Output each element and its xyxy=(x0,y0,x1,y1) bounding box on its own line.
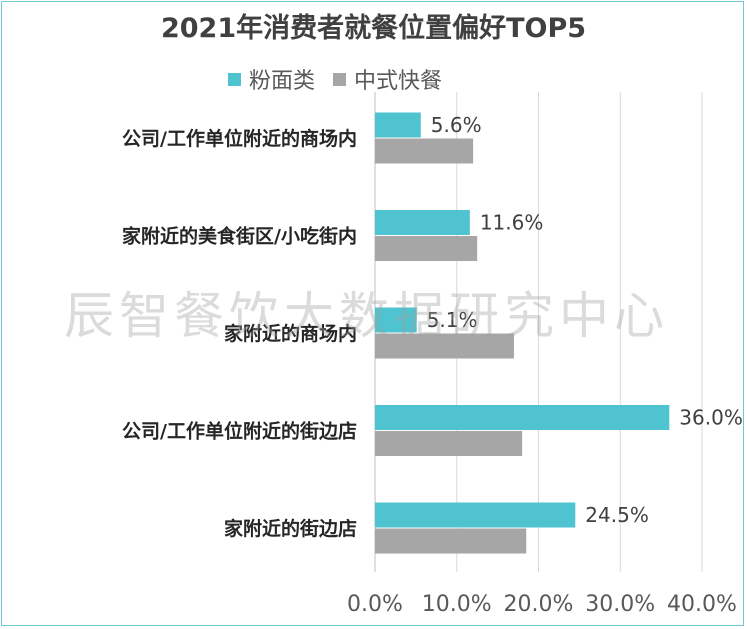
data-label: 36.0% xyxy=(679,406,743,430)
bar-series-1 xyxy=(375,210,470,235)
legend-label-series-2: 中式快餐 xyxy=(354,69,443,94)
bar-series-2 xyxy=(375,236,478,261)
category-label: 家附近的美食街区/小吃街内 xyxy=(122,225,357,248)
bar-series-2 xyxy=(375,138,474,164)
data-label: 5.1% xyxy=(427,308,478,332)
category-label: 公司/工作单位附近的商场内 xyxy=(122,127,357,150)
x-tick-label: 10.0% xyxy=(422,592,492,617)
bar-series-2 xyxy=(375,431,523,456)
data-label: 11.6% xyxy=(480,211,544,235)
chart-title: 2021年消费者就餐位置偏好TOP5 xyxy=(160,13,587,44)
category-label: 家附近的街边店 xyxy=(224,517,357,540)
data-label: 24.5% xyxy=(585,503,649,527)
bar-series-1 xyxy=(375,502,576,528)
category-label: 家附近的商场内 xyxy=(224,322,357,345)
x-tick-label: 0.0% xyxy=(347,592,403,617)
bar-series-1 xyxy=(375,112,421,138)
bar-series-1 xyxy=(375,307,417,333)
legend-label-series-1: 粉面类 xyxy=(249,69,316,94)
data-label: 5.6% xyxy=(431,113,482,137)
legend-item-series-1: 粉面类 xyxy=(228,63,315,95)
bar-series-2 xyxy=(375,333,514,359)
legend-swatch-series-2 xyxy=(333,72,347,86)
legend: 粉面类 中式快餐 xyxy=(228,63,460,95)
x-tick-label: 30.0% xyxy=(585,592,655,617)
legend-swatch-series-1 xyxy=(228,72,241,86)
legend-item-series-2: 中式快餐 xyxy=(333,63,442,95)
category-label: 公司/工作单位附近的街边店 xyxy=(122,420,357,443)
bar-series-1 xyxy=(375,405,670,430)
x-tick-label: 20.0% xyxy=(504,592,574,617)
bar-series-2 xyxy=(375,528,527,554)
x-tick-label: 40.0% xyxy=(667,592,737,617)
